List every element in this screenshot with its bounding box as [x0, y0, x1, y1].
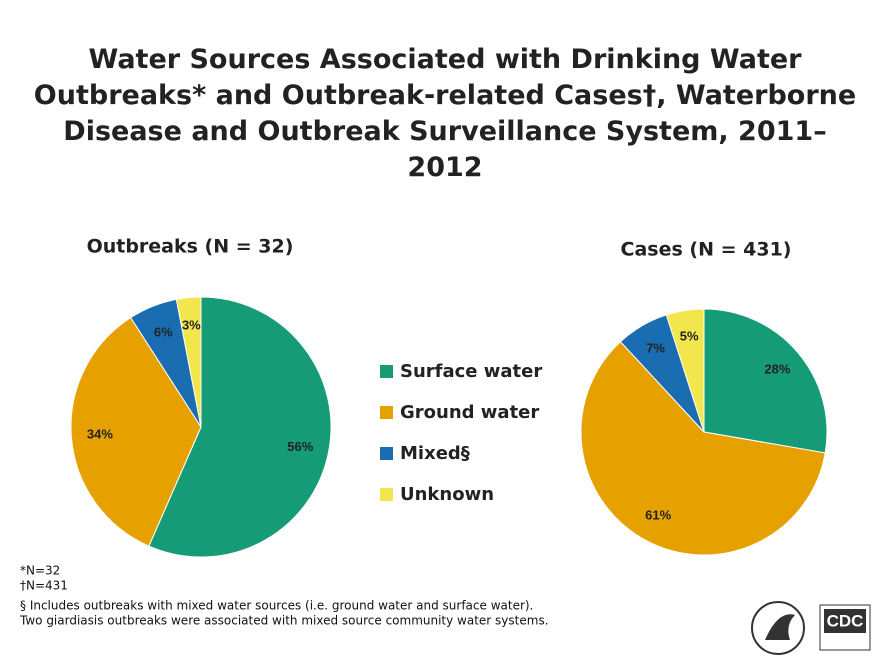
footnote: § Includes outbreaks with mixed water so… [20, 599, 533, 613]
legend-swatch [380, 406, 393, 419]
legend-label: Surface water [400, 361, 542, 382]
legend-swatch [380, 365, 393, 378]
data-label: 7% [646, 341, 665, 356]
data-label: 6% [154, 324, 173, 339]
footnote: †N=431 [20, 579, 68, 593]
pie-slice [703, 308, 828, 454]
pie-slice [148, 296, 332, 558]
chart-title: Water Sources Associated with Drinking W… [33, 44, 857, 183]
footnote: Two giardiasis outbreaks were associated… [19, 614, 549, 628]
legend-swatch [380, 488, 393, 501]
pie-slice [175, 296, 202, 428]
pie-title: Cases (N = 431) [621, 239, 792, 261]
hhs-logo [751, 601, 805, 655]
data-label: 3% [182, 317, 201, 332]
data-label: 5% [680, 329, 699, 344]
data-label: 61% [645, 508, 671, 523]
pie-slice [665, 308, 705, 433]
pie-title: Outbreaks (N = 32) [87, 236, 294, 258]
legend-label: Ground water [400, 402, 539, 423]
legend-label: Mixed§ [400, 443, 470, 464]
logo-text: CDC [827, 611, 864, 630]
cdc-logo-box [824, 609, 866, 633]
pie-slice [70, 316, 202, 547]
legend-swatch [380, 447, 393, 460]
pie-slice [580, 341, 826, 556]
data-label: 56% [287, 439, 313, 454]
legend-label: Unknown [400, 484, 494, 505]
footnote: *N=32 [20, 564, 60, 578]
data-label: 28% [764, 362, 790, 377]
data-label: 34% [87, 426, 113, 441]
